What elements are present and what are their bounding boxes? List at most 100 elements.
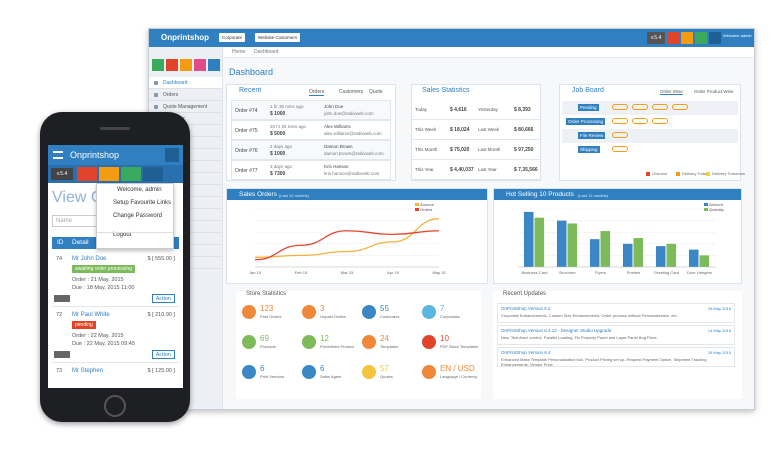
legend-swatch	[704, 208, 708, 211]
job-board-panel: Job Board Order Wise Order Product Wise Pen…	[559, 84, 745, 181]
job-pill	[612, 104, 628, 110]
menu-item[interactable]: Quote Management	[149, 101, 222, 113]
job-pill	[652, 118, 668, 124]
icon-red[interactable]	[667, 32, 679, 44]
stat-value: $ 80,666	[514, 127, 534, 133]
legend-label: Overdue	[652, 171, 668, 176]
icon-orange[interactable]	[681, 32, 693, 44]
phone-screen: Onprintshop v.5.4 View O Name ID Detail 74 Mr J…	[48, 145, 183, 388]
stat-label: Last Year	[478, 167, 497, 172]
tab[interactable]: Orders	[309, 89, 325, 96]
breadcrumb-item[interactable]: Home	[232, 49, 246, 55]
dropdown-item[interactable]: Change Password	[113, 213, 163, 219]
update-title[interactable]: OnPrintShop Version 6.4	[501, 350, 551, 355]
bar	[655, 246, 666, 267]
home-button[interactable]	[104, 395, 126, 417]
recent-panel: Recent Orders Customers Quote Order #74 1 hr …	[226, 84, 396, 181]
stat-label: Print Vendors	[260, 374, 285, 379]
order-row: 74 Mr John Doe $ [ 555.00 ] awaiting order …	[52, 251, 179, 307]
stat-label: This Week	[415, 127, 437, 132]
panel-header: Sales Orders (Last 12 months)	[227, 189, 487, 200]
stat-label: Templates	[380, 344, 399, 349]
stat-label: PDF Block Templates	[440, 344, 479, 349]
dropdown-item[interactable]: Setup Favourite Links	[113, 200, 172, 206]
legend-label: Quantity	[709, 207, 724, 212]
stat-row: This Week $ 18,024 Last Week $ 80,666	[412, 120, 540, 140]
job-pill	[652, 104, 668, 110]
action-button[interactable]: Action	[151, 294, 175, 303]
filter-tag[interactable]: Website Customers	[255, 33, 301, 42]
welcome: Welcome admin	[723, 33, 752, 38]
column-header: ID	[57, 239, 64, 246]
stat-count: 69	[260, 334, 269, 343]
icon[interactable]	[152, 59, 164, 71]
store-statistics-panel: Store Statistics 123 Paid Orders 3 Unpaid Or…	[236, 291, 481, 399]
job-pill	[632, 118, 648, 124]
menu-item[interactable]: Orders	[149, 89, 222, 101]
stat-label: Paid Orders	[260, 314, 282, 319]
stat-label: Yesterday	[478, 107, 498, 112]
stat-count: EN / USD	[440, 364, 475, 373]
menu-bullet	[154, 93, 158, 97]
bar	[534, 217, 545, 267]
menu-label: Dashboard	[163, 80, 188, 86]
stat-icon	[362, 365, 376, 379]
icon-green[interactable]	[695, 32, 707, 44]
icon[interactable]	[194, 59, 206, 71]
order-id: 74	[56, 256, 63, 262]
legend-label: Delivery Tomorrow	[712, 171, 746, 176]
icon[interactable]	[208, 59, 220, 71]
version: v.5.4	[647, 32, 665, 44]
sales-statistics-panel: Sales Statistics Today $ 4,616 Yesterday $ 8…	[411, 84, 541, 181]
order-id[interactable]: Order #74	[235, 108, 258, 114]
tab[interactable]: Quote	[369, 89, 383, 95]
stat-count: 57	[380, 364, 389, 373]
menu-item-active[interactable]: Dashboard	[149, 77, 222, 89]
menu-label: Orders	[163, 92, 179, 98]
action-button[interactable]: Action	[151, 350, 175, 359]
order-name[interactable]: Mr John Doe	[72, 256, 107, 262]
user-icon[interactable]	[165, 148, 179, 162]
order-name[interactable]: Mr Stephen	[72, 368, 104, 374]
stat-row: This Month $ 75,020 Last Month $ 97,250	[412, 140, 540, 160]
order-date: Order : 22 May, 2015	[72, 333, 124, 339]
icon[interactable]	[166, 59, 178, 71]
order-id[interactable]: Order #75	[235, 128, 258, 134]
legend-label: Delivery Today	[682, 171, 709, 176]
hamburger[interactable]	[53, 151, 63, 159]
dropdown-item[interactable]: Logout	[113, 232, 132, 238]
phone-header: Onprintshop	[48, 145, 183, 165]
top-bar: Onprintshop Corporate Website Customers v…	[149, 29, 754, 47]
stat-icon	[362, 305, 376, 319]
order-id[interactable]: Order #77	[235, 168, 258, 174]
bar	[600, 231, 611, 267]
row-icons	[54, 295, 70, 302]
phone-icon[interactable]	[77, 167, 97, 181]
order-id[interactable]: Order #76	[235, 148, 258, 154]
stat-count: 12	[320, 334, 329, 343]
update-title[interactable]: OnPrintShop Version 6.4.12 - Designer St…	[501, 328, 612, 333]
email: john.doe@radixweb.com	[324, 111, 374, 116]
update-title[interactable]: OnPrintShop Version 6.2	[501, 306, 551, 311]
stage-label: Order Processing	[566, 118, 606, 125]
sidebar-icons	[152, 59, 220, 71]
stat-label: Sales Agent	[320, 374, 342, 379]
tab[interactable]: Order Wise	[660, 89, 683, 95]
order-name[interactable]: Mr Paul White	[72, 312, 110, 318]
tab[interactable]: Order Product Wise	[694, 89, 734, 94]
icon[interactable]	[180, 59, 192, 71]
job-pill	[612, 118, 628, 124]
phone-icon[interactable]	[143, 167, 163, 181]
update-date: 26 May 2015	[707, 306, 731, 311]
tab[interactable]: Customers	[339, 89, 364, 95]
time-ago: 1 hr 36 mins ago	[270, 104, 304, 109]
customer: Damon Brown	[324, 144, 353, 149]
phone-icon[interactable]	[121, 167, 141, 181]
row-icons	[54, 351, 70, 358]
icon-user[interactable]	[709, 32, 721, 44]
legend-swatch	[646, 172, 650, 176]
breadcrumb: Home Dashboard	[224, 47, 754, 58]
phone-icon[interactable]	[99, 167, 119, 181]
filter-tag[interactable]: Corporate	[219, 33, 246, 42]
